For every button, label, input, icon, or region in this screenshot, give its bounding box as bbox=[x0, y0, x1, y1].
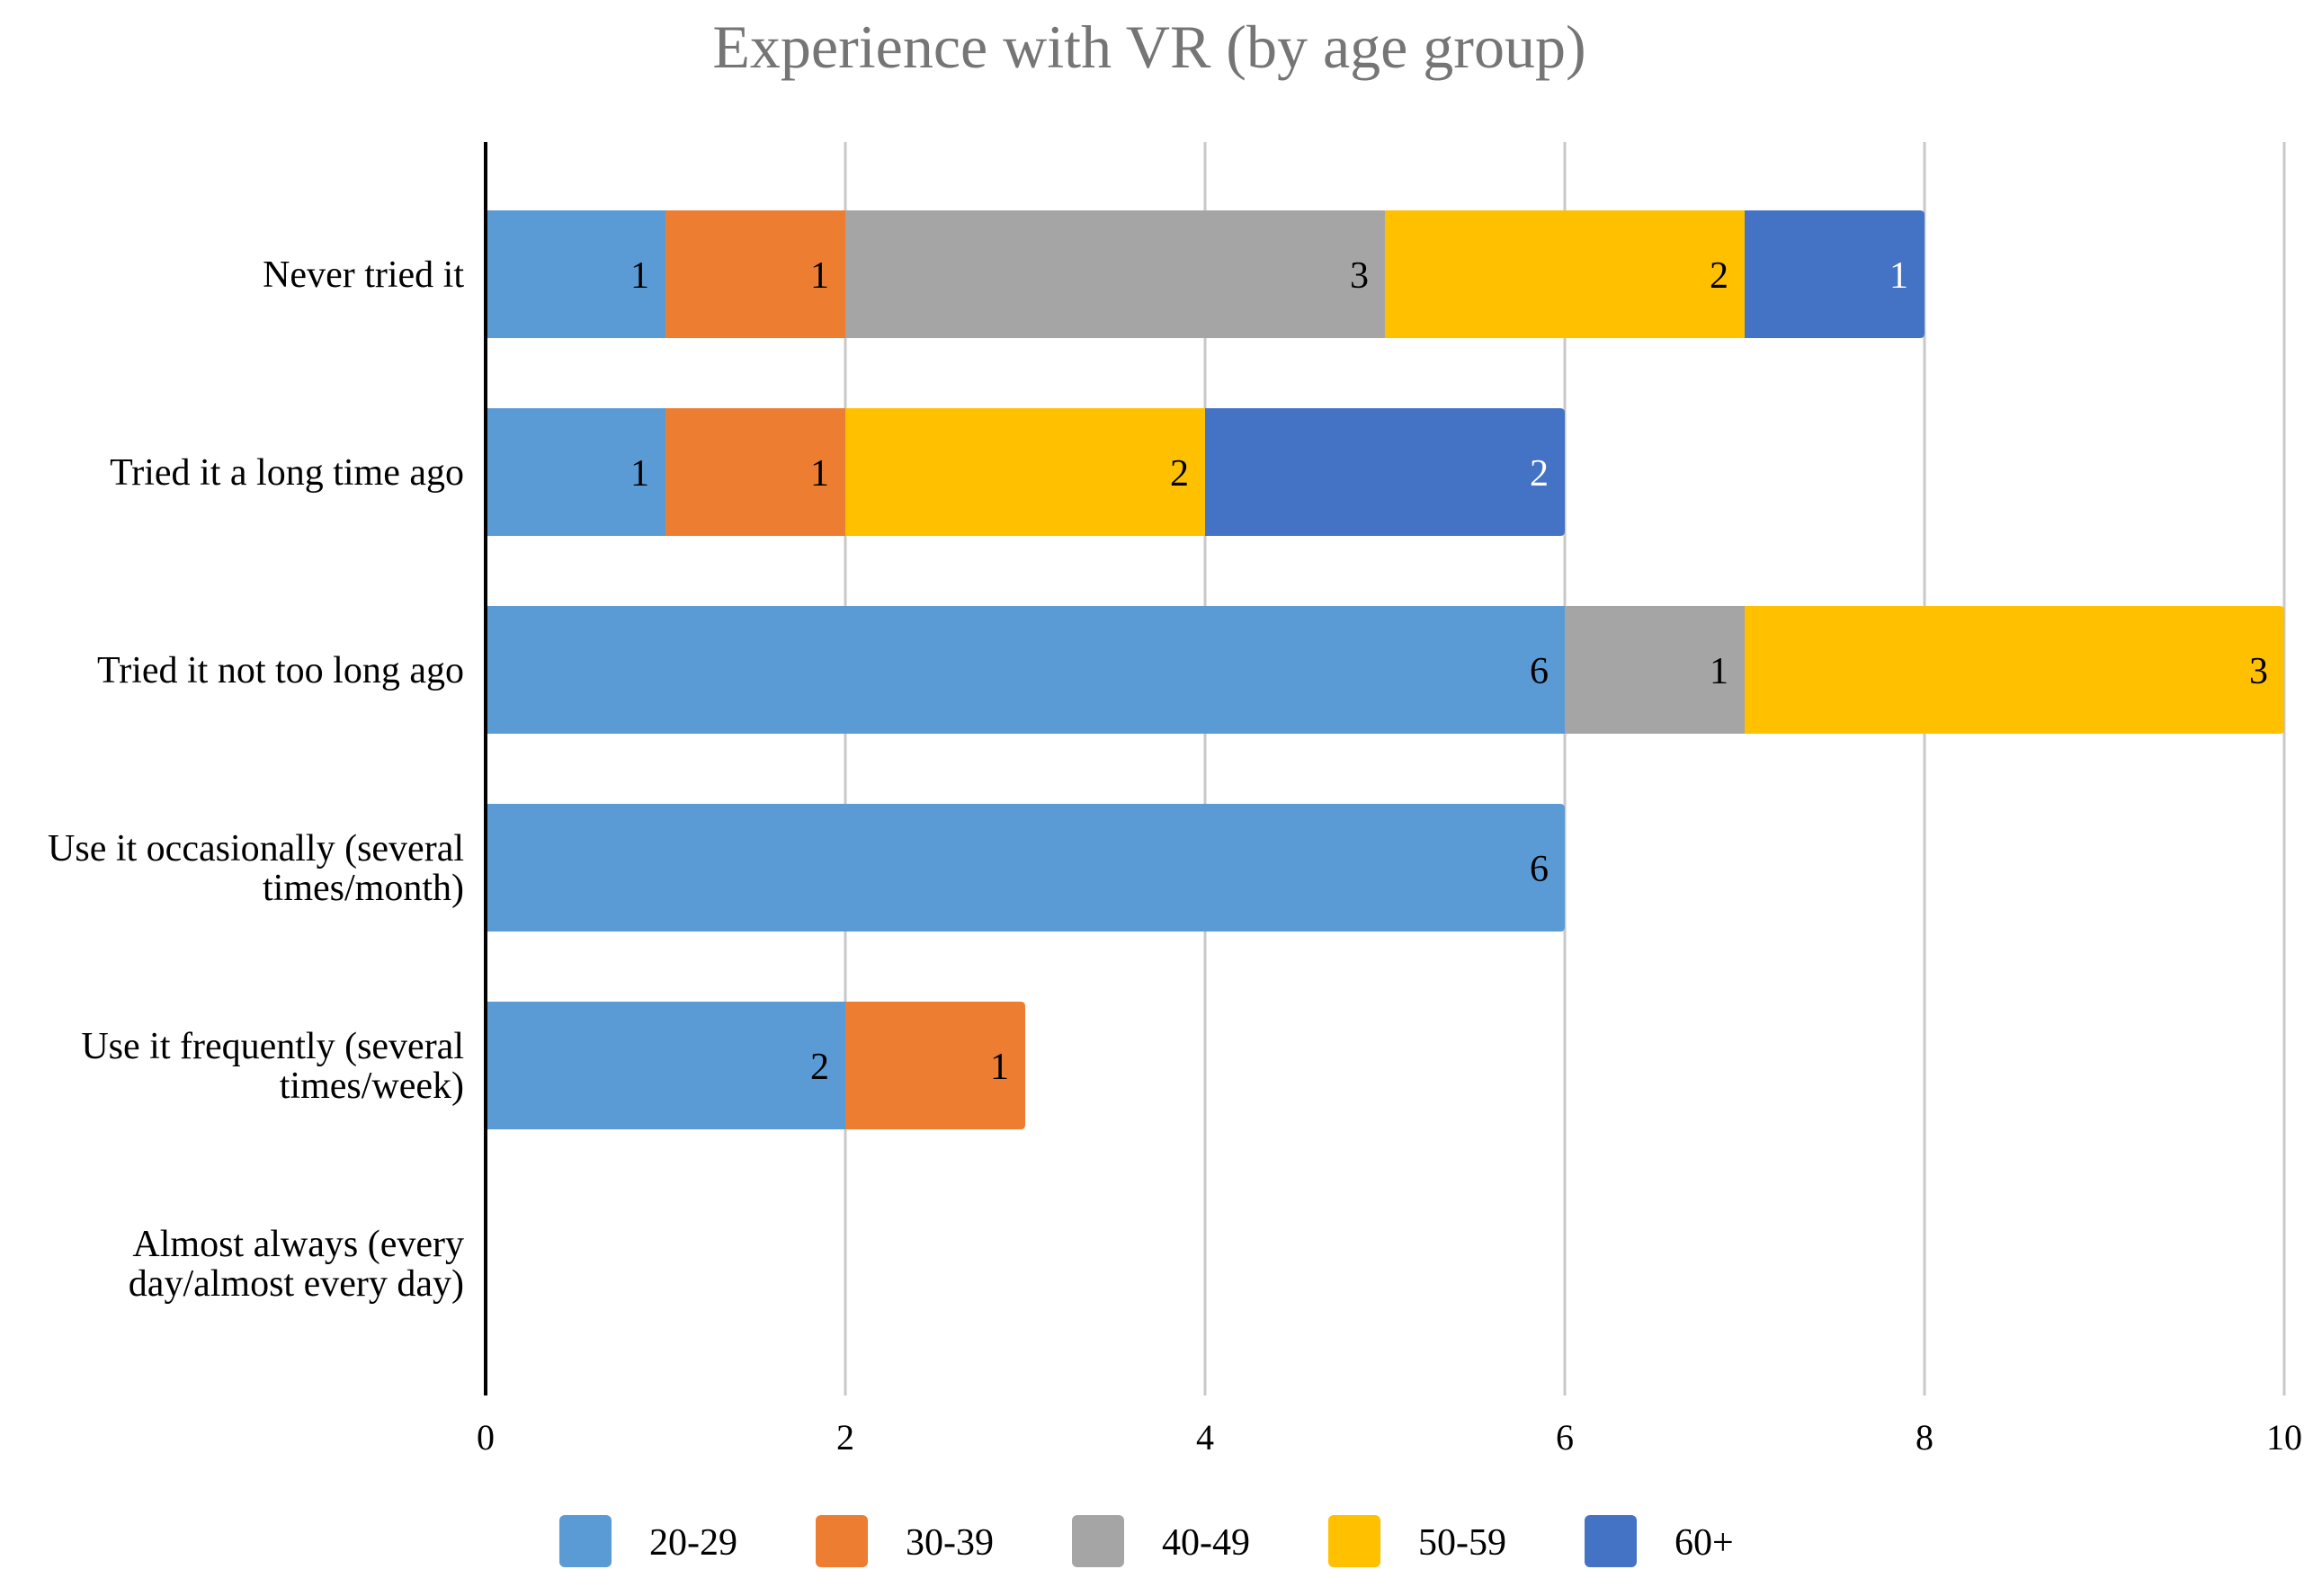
x-tick-label: 6 bbox=[1556, 1417, 1574, 1458]
bar-segment bbox=[486, 210, 665, 338]
data-label: 2 bbox=[1530, 453, 1549, 495]
bar-segment bbox=[845, 210, 1385, 338]
data-label: 1 bbox=[810, 453, 829, 495]
data-label: 2 bbox=[1710, 255, 1728, 297]
data-label: 3 bbox=[2249, 651, 2268, 692]
bar-segment bbox=[1745, 210, 1925, 338]
category-label: Use it occasionally (several bbox=[48, 828, 464, 869]
data-label: 2 bbox=[810, 1047, 829, 1088]
bar-segment bbox=[1385, 210, 1745, 338]
bar-segment bbox=[845, 408, 1205, 536]
legend-label: 60+ bbox=[1675, 1522, 1734, 1564]
legend-swatch bbox=[1328, 1515, 1380, 1567]
bar-segment bbox=[845, 1002, 1025, 1129]
bar-segment bbox=[486, 606, 1565, 734]
axes: 0 2 4 6 8 10 Never tried it Tried it a long tim… bbox=[48, 142, 2302, 1458]
legend-swatch bbox=[816, 1515, 868, 1567]
bar-segment bbox=[1205, 408, 1565, 536]
bar-segment bbox=[486, 408, 665, 536]
data-label: 1 bbox=[1710, 651, 1728, 692]
legend-swatch bbox=[1585, 1515, 1637, 1567]
legend-swatch bbox=[559, 1515, 612, 1567]
category-label: Use it frequently (several bbox=[81, 1026, 464, 1067]
x-tick-label: 10 bbox=[2266, 1417, 2302, 1458]
x-tick-label: 0 bbox=[477, 1417, 495, 1458]
data-label: 1 bbox=[1889, 255, 1908, 297]
chart-title: Experience with VR (by age group) bbox=[712, 13, 1585, 81]
x-tick-label: 8 bbox=[1916, 1417, 1934, 1458]
gridlines bbox=[844, 142, 2286, 1395]
bar-segment bbox=[1565, 606, 1745, 734]
legend-label: 20-29 bbox=[649, 1522, 737, 1564]
data-label: 1 bbox=[990, 1047, 1009, 1088]
bar-segment bbox=[1745, 606, 2284, 734]
category-label: times/week) bbox=[280, 1065, 464, 1107]
category-label: Tried it a long time ago bbox=[110, 452, 464, 494]
bar-segment bbox=[665, 210, 845, 338]
data-label: 6 bbox=[1530, 849, 1549, 890]
category-label: Tried it not too long ago bbox=[97, 650, 464, 691]
bar-segment bbox=[486, 804, 1565, 932]
legend-label: 40-49 bbox=[1162, 1522, 1250, 1564]
category-label: Never tried it bbox=[263, 254, 464, 296]
data-label: 1 bbox=[630, 453, 649, 495]
legend-label: 30-39 bbox=[906, 1522, 994, 1564]
legend: 20-29 30-39 40-49 50-59 60+ bbox=[559, 1515, 1734, 1567]
data-label: 3 bbox=[1350, 255, 1369, 297]
data-label: 2 bbox=[1170, 453, 1189, 495]
data-labels: 1 1 3 2 1 1 1 2 2 6 1 3 6 2 1 bbox=[630, 255, 2268, 1088]
data-label: 1 bbox=[630, 255, 649, 297]
category-label: times/month) bbox=[263, 868, 464, 909]
data-label: 1 bbox=[810, 255, 829, 297]
bar-segment bbox=[486, 1002, 845, 1129]
data-label: 6 bbox=[1530, 651, 1549, 692]
bars bbox=[486, 210, 2284, 1129]
legend-swatch bbox=[1072, 1515, 1124, 1567]
legend-label: 50-59 bbox=[1418, 1522, 1506, 1564]
category-label: day/almost every day) bbox=[129, 1263, 464, 1305]
bar-segment bbox=[665, 408, 845, 536]
x-tick-label: 2 bbox=[836, 1417, 854, 1458]
category-label: Almost always (every bbox=[132, 1224, 464, 1265]
x-tick-label: 4 bbox=[1196, 1417, 1214, 1458]
